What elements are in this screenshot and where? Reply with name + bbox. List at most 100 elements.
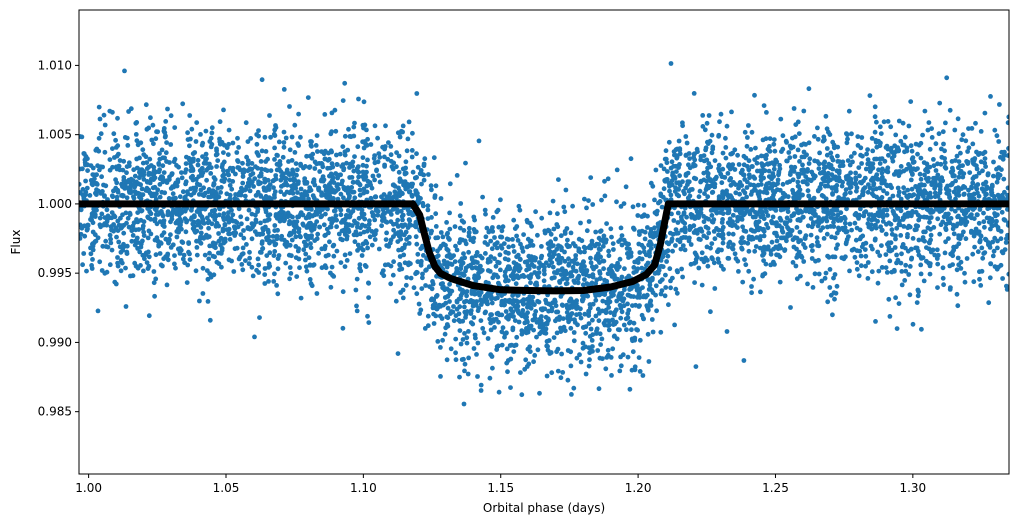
scatter-point (568, 325, 574, 331)
scatter-point (527, 243, 533, 249)
scatter-point (506, 237, 511, 242)
scatter-point (636, 355, 642, 360)
scatter-point (218, 190, 224, 195)
scatter-point (637, 250, 643, 255)
scatter-point (273, 123, 278, 128)
scatter-point (399, 128, 404, 134)
scatter-point (274, 283, 279, 288)
scatter-point (493, 316, 499, 322)
scatter-point (846, 108, 852, 114)
scatter-point (160, 163, 166, 169)
scatter-point (932, 252, 938, 258)
scatter-point (711, 260, 717, 266)
scatter-point (704, 178, 710, 184)
scatter-point (677, 173, 682, 179)
scatter-point (605, 323, 611, 328)
scatter-point (402, 242, 408, 248)
scatter-point (216, 250, 221, 256)
scatter-point (298, 186, 304, 192)
scatter-point (272, 157, 277, 162)
scatter-point (794, 276, 800, 282)
scatter-point (645, 277, 651, 283)
scatter-point (99, 174, 104, 180)
scatter-point (189, 126, 195, 132)
scatter-point (160, 222, 166, 228)
scatter-point (977, 237, 983, 243)
scatter-point (319, 213, 325, 219)
scatter-point (996, 227, 1001, 233)
scatter-point (896, 189, 902, 195)
scatter-point (484, 225, 490, 231)
scatter-point (461, 251, 466, 256)
scatter-point (698, 226, 704, 232)
scatter-point (942, 164, 948, 170)
scatter-point (733, 190, 739, 196)
scatter-point (564, 276, 570, 282)
scatter-point (578, 220, 583, 226)
scatter-point (232, 226, 238, 232)
scatter-point (188, 136, 193, 142)
scatter-point (877, 185, 883, 191)
scatter-point (197, 298, 202, 304)
scatter-point (209, 130, 215, 136)
scatter-point (200, 140, 206, 146)
scatter-point (144, 260, 150, 265)
scatter-point (908, 246, 914, 252)
scatter-point (808, 216, 814, 221)
scatter-point (736, 185, 741, 191)
scatter-point (709, 213, 715, 218)
scatter-point (666, 139, 672, 145)
scatter-point (397, 188, 403, 194)
scatter-point (207, 317, 213, 323)
scatter-point (340, 289, 346, 295)
scatter-point (618, 363, 624, 369)
scatter-point (164, 140, 170, 146)
scatter-point (489, 300, 495, 306)
scatter-point (976, 229, 982, 235)
scatter-point (569, 311, 575, 316)
scatter-point (1000, 250, 1006, 256)
scatter-point (302, 164, 308, 169)
scatter-point (287, 276, 292, 282)
scatter-point (110, 146, 115, 152)
scatter-point (779, 149, 784, 155)
scatter-point (583, 324, 589, 330)
scatter-point (894, 225, 900, 231)
scatter-point (952, 208, 958, 214)
scatter-point (568, 349, 574, 355)
scatter-point (914, 300, 920, 305)
scatter-point (639, 256, 645, 262)
scatter-point (736, 215, 742, 221)
scatter-point (342, 264, 348, 269)
scatter-point (551, 251, 557, 257)
scatter-point (719, 220, 725, 225)
scatter-point (735, 225, 740, 231)
scatter-point (312, 238, 318, 244)
scatter-point (961, 184, 966, 189)
scatter-point (903, 268, 909, 274)
scatter-point (749, 129, 755, 135)
scatter-point (898, 138, 904, 144)
scatter-point (683, 134, 689, 139)
scatter-point (865, 276, 871, 281)
scatter-point (959, 137, 965, 143)
scatter-point (254, 141, 260, 147)
scatter-point (635, 213, 641, 218)
scatter-point (259, 77, 265, 83)
scatter-point (834, 183, 840, 188)
scatter-point (706, 216, 711, 222)
scatter-point (288, 271, 294, 276)
scatter-point (761, 258, 766, 263)
scatter-point (262, 134, 268, 140)
scatter-point (675, 210, 681, 216)
scatter-point (958, 266, 964, 271)
scatter-point (708, 245, 713, 251)
scatter-point (857, 194, 862, 200)
scatter-point (133, 191, 139, 197)
scatter-point (590, 202, 596, 207)
scatter-point (735, 258, 741, 264)
scatter-point (240, 160, 245, 166)
scatter-point (346, 222, 352, 228)
scatter-point (748, 227, 754, 233)
scatter-point (790, 260, 796, 265)
